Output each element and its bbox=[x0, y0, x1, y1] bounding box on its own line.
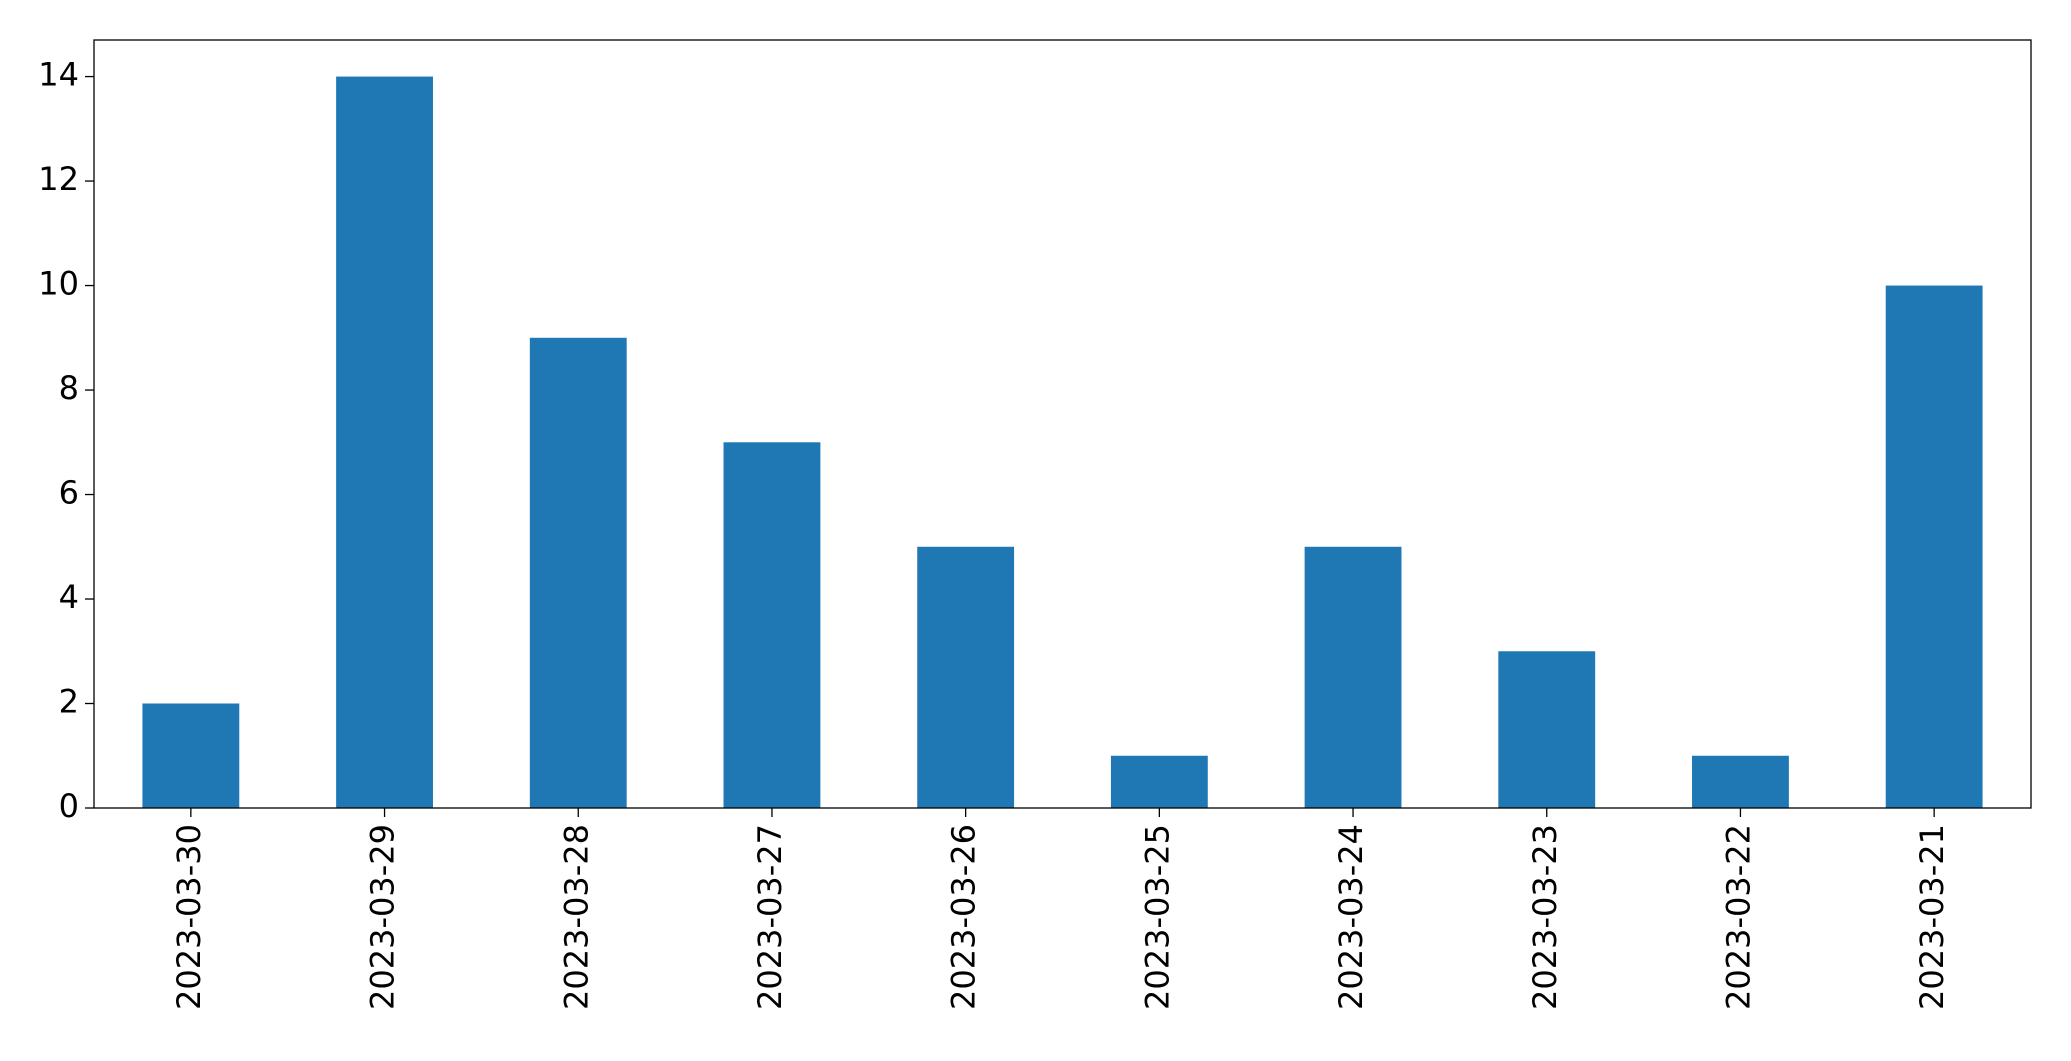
x-tick-label: 2023-03-24 bbox=[1332, 824, 1370, 1010]
bar bbox=[142, 703, 240, 808]
bar bbox=[723, 442, 821, 808]
x-tick-label: 2023-03-27 bbox=[751, 824, 789, 1010]
y-tick-label: 2 bbox=[59, 683, 79, 721]
x-tick-label: 2023-03-21 bbox=[1913, 824, 1951, 1010]
x-tick-label: 2023-03-23 bbox=[1526, 824, 1564, 1010]
bar bbox=[1110, 755, 1208, 808]
y-tick-label: 6 bbox=[59, 474, 79, 512]
bar bbox=[336, 76, 433, 809]
x-tick-label: 2023-03-22 bbox=[1719, 824, 1757, 1010]
x-tick-label: 2023-03-30 bbox=[170, 824, 208, 1010]
y-tick-label: 4 bbox=[59, 578, 79, 616]
y-tick-label: 8 bbox=[59, 369, 79, 407]
bar bbox=[917, 546, 1015, 808]
x-tick-label: 2023-03-29 bbox=[364, 824, 402, 1010]
y-tick-label: 12 bbox=[38, 160, 79, 198]
bar bbox=[1692, 755, 1789, 808]
y-tick-label: 10 bbox=[38, 265, 79, 303]
bar bbox=[529, 337, 627, 808]
x-tick-label: 2023-03-25 bbox=[1138, 824, 1176, 1010]
bar bbox=[1304, 546, 1402, 808]
plot-frame bbox=[93, 39, 2032, 809]
bar bbox=[1885, 285, 1983, 808]
x-tick-label: 2023-03-28 bbox=[557, 824, 595, 1010]
bar bbox=[1498, 651, 1596, 808]
y-tick-label: 0 bbox=[59, 787, 79, 825]
x-tick-label: 2023-03-26 bbox=[945, 824, 983, 1010]
y-tick-label: 14 bbox=[38, 56, 79, 94]
